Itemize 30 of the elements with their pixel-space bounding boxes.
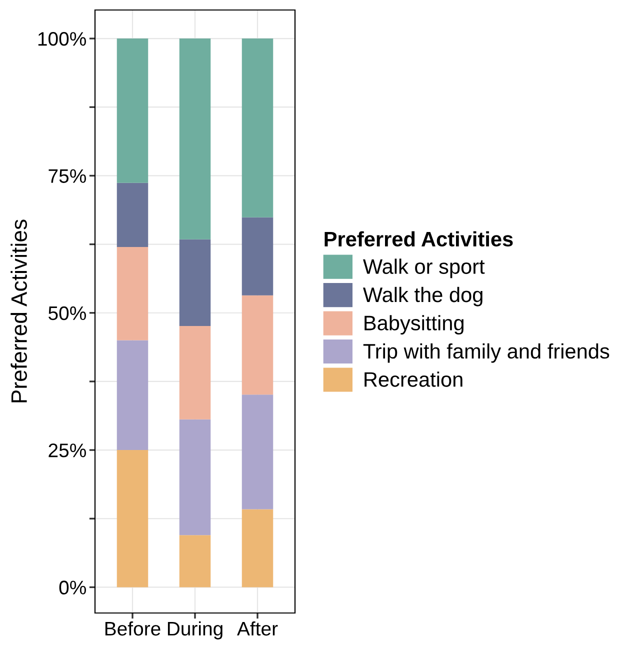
bar [242,38,274,218]
bar [116,38,148,183]
legend-label: Walk or sport [363,258,485,278]
y-tick-label: 50% [48,306,86,320]
y-tick-label: 0% [59,580,86,594]
bar [242,394,274,510]
x-tick-label: During [168,621,222,640]
bar [116,450,148,588]
y-tick-label: 100% [38,32,86,46]
y-tick-label: 25% [48,444,86,458]
legend-label: Recreation [364,372,462,387]
y-tick-label: 75% [48,169,86,183]
legend-label: Walk the dog [363,286,482,306]
bar [179,38,211,240]
bar [179,239,211,326]
bar [116,182,148,248]
bar [179,419,211,536]
x-tick-label: After [237,621,278,636]
bar [116,340,148,450]
bar [179,326,211,420]
bar [242,509,274,588]
legend-label: Babysitting [364,315,464,335]
legend-title: Preferred Activities [324,231,513,247]
legend-label: Trip with family and friends [363,343,610,363]
bar [242,217,274,296]
bar [116,247,148,340]
y-axis-title: Preferred Activities [10,220,27,402]
bar [242,295,274,395]
x-tick-label: Before [105,621,160,636]
bar [179,535,211,588]
